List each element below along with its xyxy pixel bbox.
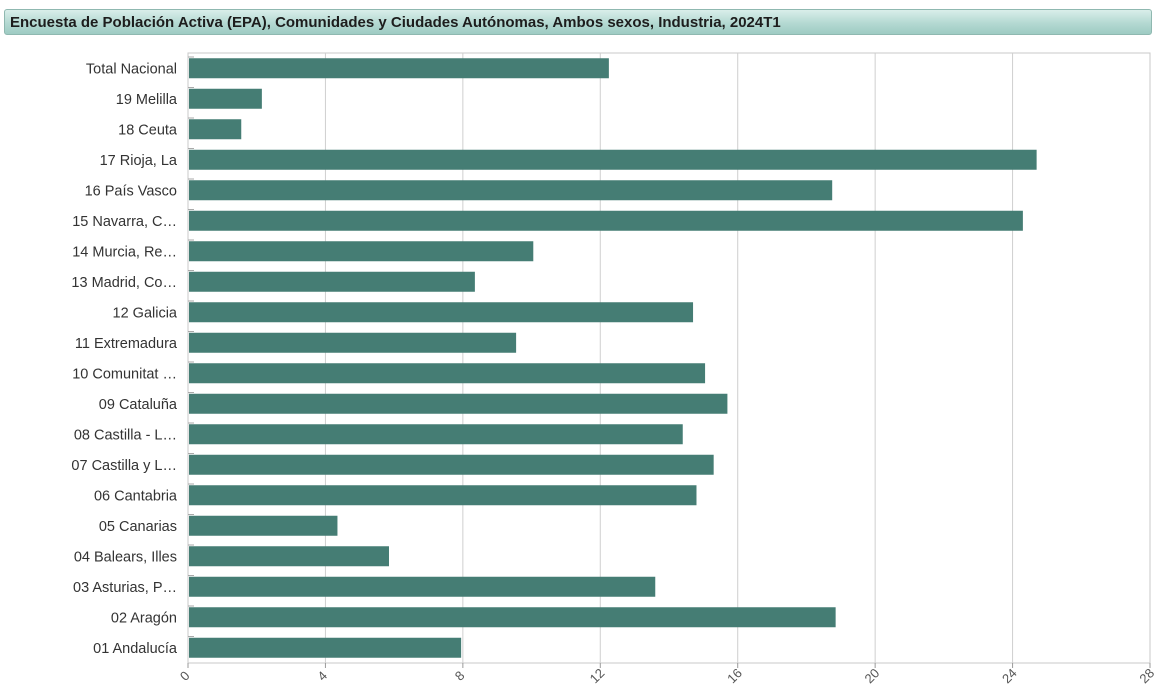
category-label: 12 Galicia <box>113 305 178 321</box>
category-label: 16 País Vasco <box>85 183 177 199</box>
category-label: 08 Castilla - L… <box>74 427 177 443</box>
x-tick-label: 12 <box>587 665 608 686</box>
bar[interactable] <box>189 58 609 79</box>
bar[interactable] <box>189 241 534 262</box>
category-label: 17 Rioja, La <box>100 153 178 169</box>
bars <box>188 56 1037 658</box>
category-label: 03 Asturias, P… <box>73 580 177 596</box>
bar[interactable] <box>189 576 656 597</box>
x-tick-label: 28 <box>1136 665 1155 686</box>
x-tick-label: 8 <box>452 668 468 684</box>
category-label: 19 Melilla <box>116 92 178 108</box>
category-label: 15 Navarra, C… <box>72 214 177 230</box>
bar[interactable] <box>189 546 389 567</box>
category-label: 09 Cataluña <box>99 397 178 413</box>
bar[interactable] <box>189 210 1023 231</box>
bar[interactable] <box>189 88 262 109</box>
x-axis-ticks: 0 4 8 12 16 20 24 28 <box>177 663 1155 686</box>
category-label: 11 Extremadura <box>75 336 178 352</box>
bar[interactable] <box>189 454 714 475</box>
category-label: 04 Balears, Illes <box>74 549 177 565</box>
category-label: 13 Madrid, Co… <box>71 275 177 291</box>
bar[interactable] <box>189 332 517 353</box>
bar[interactable] <box>189 424 683 445</box>
bar[interactable] <box>189 149 1037 170</box>
plot-area <box>187 52 1151 664</box>
category-label: 01 Andalucía <box>93 641 178 657</box>
category-label: 18 Ceuta <box>118 122 178 138</box>
bar[interactable] <box>189 637 462 658</box>
category-label: 02 Aragón <box>111 610 177 626</box>
bar[interactable] <box>189 363 706 384</box>
bar[interactable] <box>189 607 836 628</box>
bar[interactable] <box>189 119 242 140</box>
bar[interactable] <box>189 485 697 506</box>
bar[interactable] <box>189 393 728 414</box>
category-label: 10 Comunitat … <box>72 366 177 382</box>
bar[interactable] <box>189 271 475 292</box>
category-labels: Total Nacional 19 Melilla 18 Ceuta 17 Rioja… <box>71 61 178 657</box>
chart-title: Encuesta de Población Activa (EPA), Comu… <box>10 13 781 31</box>
bar[interactable] <box>189 302 694 323</box>
x-tick-label: 0 <box>177 668 193 684</box>
x-tick-label: 20 <box>862 665 883 686</box>
category-label: 07 Castilla y L… <box>71 458 177 474</box>
x-tick-label: 24 <box>999 665 1020 686</box>
category-label: Total Nacional <box>86 61 177 77</box>
chart-title-bar: Encuesta de Población Activa (EPA), Comu… <box>4 9 1152 35</box>
category-label: 06 Cantabria <box>94 488 178 504</box>
x-tick-label: 4 <box>314 668 330 684</box>
x-tick-label: 16 <box>724 665 745 686</box>
bar[interactable] <box>189 180 833 201</box>
bar[interactable] <box>189 515 338 536</box>
category-label: 05 Canarias <box>99 519 177 535</box>
category-label: 14 Murcia, Re… <box>72 244 177 260</box>
